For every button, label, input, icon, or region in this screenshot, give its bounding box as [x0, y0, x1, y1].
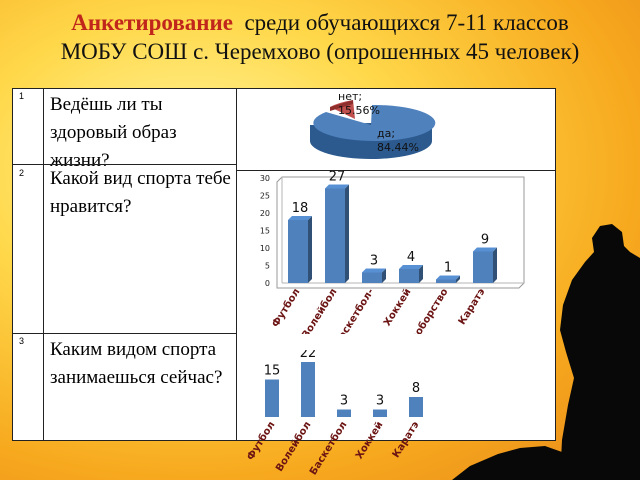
title-line-2: МОБУ СОШ с. Черемхово (опрошенных 45 чел…: [60, 39, 580, 64]
bar-data-label: 3: [370, 254, 378, 269]
bar: [362, 272, 382, 283]
pie-slice-yes: [313, 104, 436, 141]
bar-data-label: 4: [407, 250, 415, 265]
table-row: 3 Каким видом спорта занимаешься сейчас?: [12, 333, 556, 441]
title-accent: Анкетирование: [71, 10, 233, 35]
bar-data-label: 9: [481, 233, 489, 248]
row-divider: [12, 164, 236, 165]
pie-label-yes: да;: [377, 127, 395, 140]
y-tick-label: 0: [265, 279, 270, 288]
bar-top: [325, 184, 349, 189]
survey-table: 1 Ведёшь ли ты здоровый образ жизни? нет…: [12, 88, 556, 441]
question-text: Каким видом спорта занимаешься сейчас?: [43, 333, 237, 441]
x-category-label: Хоккей: [382, 287, 414, 328]
y-tick-label: 30: [260, 174, 270, 183]
x-category-label: Каратэ: [391, 420, 422, 460]
bar: [473, 251, 493, 283]
bar-side: [382, 268, 386, 283]
y-tick-label: 25: [260, 192, 270, 201]
slide-title: Анкетирование среди обучающихся 7-11 кла…: [0, 8, 640, 66]
bar-side: [419, 265, 423, 283]
bar-data-label: 15: [264, 364, 281, 379]
bar-data-label: 27: [329, 171, 346, 185]
pie-value-yes: 84.44%: [377, 141, 419, 154]
bar-data-label: 22: [300, 350, 317, 361]
row-number: 3: [12, 333, 44, 441]
row-number: 1: [12, 88, 44, 334]
y-tick-label: 15: [260, 227, 270, 236]
x-category-label: Футбол: [244, 419, 277, 462]
bar-side: [345, 184, 349, 283]
x-category-label: Баскетбол: [307, 419, 349, 477]
bar: [301, 362, 315, 417]
bar-top: [399, 265, 423, 269]
bar: [436, 279, 456, 283]
question-text: Ведёшь ли ты здоровый образ жизни?: [43, 88, 237, 334]
bar-side: [493, 247, 497, 283]
bar: [399, 269, 419, 283]
pie-chart: нет; 15.56% да; 84.44%: [310, 90, 436, 159]
bar-side: [308, 216, 312, 283]
y-tick-label: 20: [260, 209, 270, 218]
title-rest: среди обучающихся 7-11 классов: [244, 10, 569, 35]
y-tick-label: 5: [265, 262, 270, 271]
bar-chart-liked-sports: 05101520253018Футбол27Волейбол3Баскетбол…: [260, 170, 525, 362]
bar: [325, 188, 345, 283]
answer-chart-2-cell: 0 5 10 15 20 25 30 18 Футбол 27 Волейбол 3 Баскетбол…: [236, 170, 556, 441]
x-category-label: Волейбол: [299, 286, 339, 334]
answer-chart-1-cell: нет; 15.56% да; 84.44%: [236, 88, 556, 171]
x-category-label: Волейбол: [273, 419, 313, 474]
pie-label-no: нет;: [338, 90, 362, 103]
bar-top: [288, 216, 312, 220]
bar-top: [362, 268, 386, 273]
x-category-label: Каратэ: [457, 287, 488, 327]
pie-value-no: 15.56%: [338, 104, 380, 117]
bar: [288, 220, 308, 283]
bar-data-label: 8: [412, 381, 420, 396]
bar: [265, 379, 279, 417]
bar-data-label: 18: [292, 201, 309, 216]
title-line-1: Анкетирование среди обучающихся 7-11 кла…: [0, 8, 640, 37]
question-text: Какой вид спорта тебе нравится?: [50, 168, 231, 217]
bar-data-label: 3: [340, 394, 348, 409]
x-category-label: Футбол: [269, 286, 302, 329]
table-row: 0 5 10 15 20 25 30 18 Футбол 27 Волейбол 3 Баскетбол…: [13, 170, 556, 441]
table-row: 1 Ведёшь ли ты здоровый образ жизни? нет…: [12, 88, 556, 334]
bar-side: [456, 275, 460, 283]
row-number: 2: [19, 168, 25, 178]
bar-data-label: 3: [376, 394, 384, 409]
bar-data-label: 1: [444, 261, 452, 276]
x-category-label: Хоккей: [354, 420, 386, 461]
bar-top: [473, 247, 497, 252]
bar-chart-current-sports: 15 Футбол 22 Волейбол 3 Баскетбол 3 Хоккей 8 Кара…: [244, 350, 423, 477]
bar: [337, 409, 351, 417]
bar: [373, 409, 387, 417]
bar: [409, 397, 423, 417]
bar-top: [436, 275, 460, 280]
y-tick-label: 10: [260, 244, 270, 253]
